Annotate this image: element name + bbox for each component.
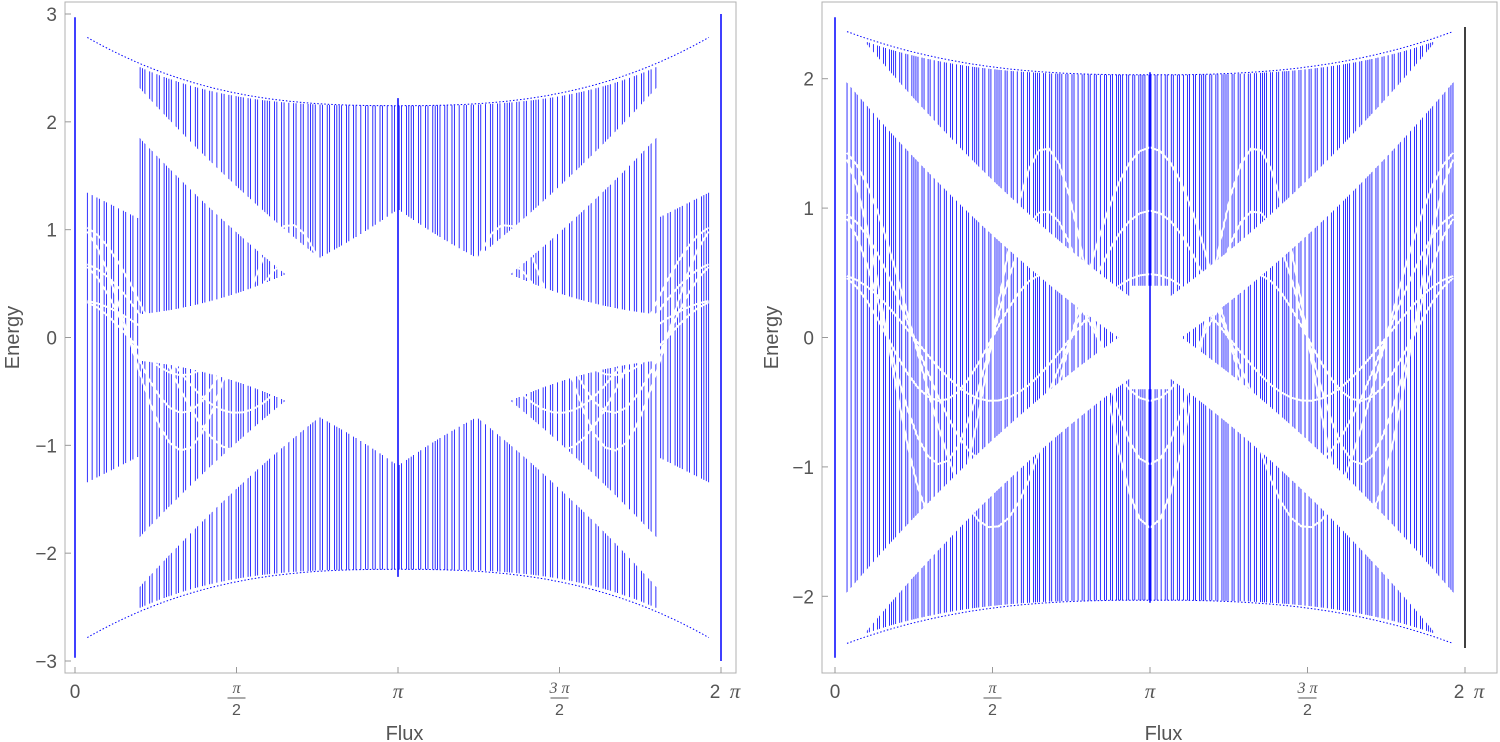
svg-text:π: π	[393, 679, 404, 703]
svg-text:0: 0	[70, 682, 81, 703]
svg-text:2: 2	[555, 702, 564, 719]
svg-text:π: π	[1474, 679, 1485, 703]
chart-left-ytick-label: −2	[35, 544, 57, 565]
chart-right-ytick-label: 1	[803, 199, 814, 220]
svg-text:π: π	[1145, 679, 1156, 703]
svg-text:π: π	[988, 680, 997, 697]
chart-right-xtick-label: 3 π2	[1296, 680, 1318, 719]
chart-right: 2 1 0 −1 −2 0 π 2 π 3 π 2 2 π Flux Energy	[755, 0, 1500, 742]
svg-text:2: 2	[1454, 682, 1465, 703]
chart-right-spectrum	[827, 17, 1473, 658]
chart-left-ylabel: Energy	[2, 306, 24, 369]
svg-text:2: 2	[232, 702, 241, 719]
chart-right-ytick-label: −2	[792, 587, 814, 608]
svg-text:0: 0	[830, 682, 841, 703]
chart-right-ytick-label: 0	[803, 329, 814, 350]
chart-left-ytick-label: 0	[46, 329, 57, 350]
chart-right-gap	[1129, 320, 1473, 644]
svg-text:2: 2	[710, 682, 721, 703]
svg-text:2: 2	[1303, 702, 1312, 719]
chart-left-gap	[70, 37, 415, 353]
chart-left-gap	[70, 322, 415, 638]
chart-left-ytick-label: 1	[46, 221, 57, 242]
chart-left-xlabel: Flux	[386, 723, 424, 742]
chart-left-ytick-label: 3	[46, 5, 57, 26]
chart-left-ytick-label: −1	[35, 436, 57, 457]
chart-right-gap	[1129, 31, 1473, 355]
chart-right-gap	[827, 320, 1170, 644]
chart-left: 3 2 1 0 −1 −2 −3 0 π 2 π 3 π 2 2 π Flux Energy	[0, 0, 745, 742]
chart-right-gap	[827, 31, 1170, 355]
chart-right-xlabel: Flux	[1145, 723, 1183, 742]
chart-left-xtick-label: π	[393, 679, 404, 703]
chart-left-gap	[380, 37, 726, 353]
chart-left-ytick-label: 2	[46, 113, 57, 134]
chart-left-gap	[380, 322, 726, 638]
chart-left-spectrum	[70, 14, 726, 661]
chart-right-xtick-label: π	[1145, 679, 1156, 703]
chart-left-xtick-label: 0	[70, 682, 81, 703]
chart-right-ylabel: Energy	[761, 306, 783, 369]
svg-text:π: π	[730, 679, 741, 703]
svg-text:2: 2	[988, 702, 997, 719]
chart-left-xtick-label: π2	[227, 680, 246, 719]
chart-left-ytick-label: −3	[35, 652, 57, 673]
chart-right-ytick-label: −1	[792, 458, 814, 479]
chart-right-ytick-label: 2	[803, 70, 814, 91]
svg-text:3 π: 3 π	[548, 680, 570, 697]
svg-text:π: π	[232, 680, 241, 697]
svg-text:3 π: 3 π	[1296, 680, 1318, 697]
chart-right-xtick-label: π2	[983, 680, 1002, 719]
chart-left-xtick-label: 3 π2	[548, 680, 570, 719]
chart-right-xtick-label: 0	[830, 682, 841, 703]
